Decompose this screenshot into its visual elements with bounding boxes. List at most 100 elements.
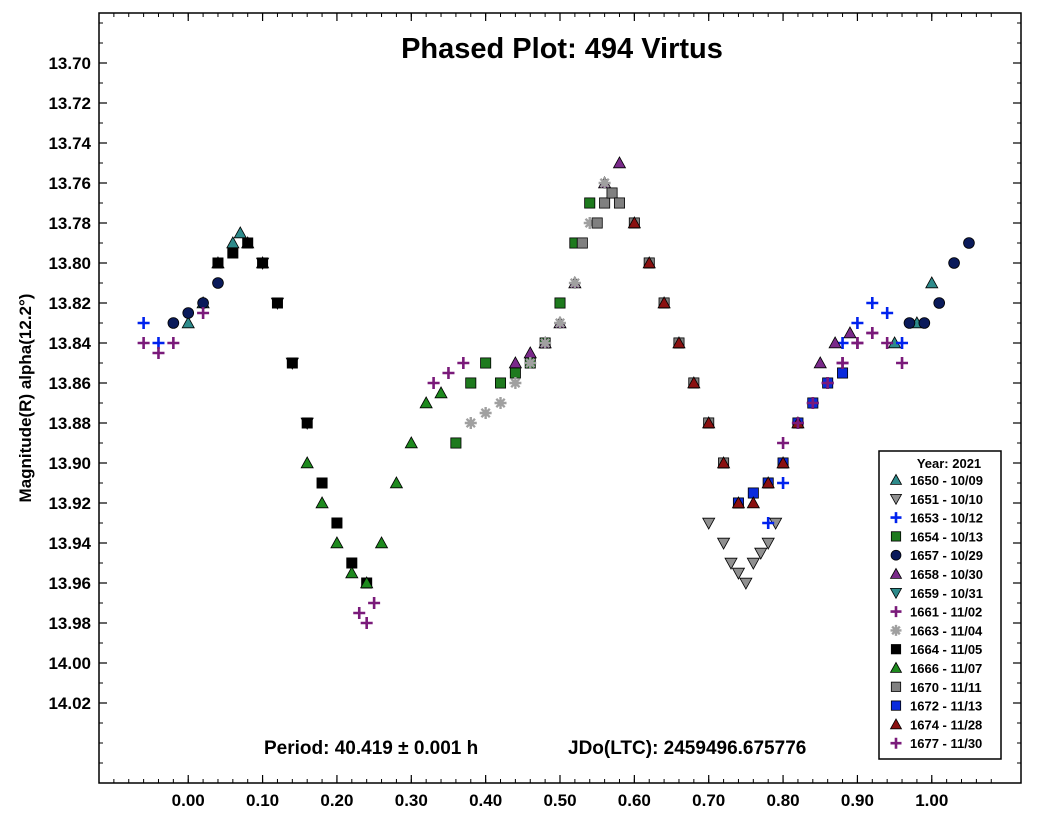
- data-point: [300, 456, 314, 469]
- y-tick-label: 13.94: [48, 534, 91, 553]
- y-tick-label: 13.98: [48, 614, 91, 633]
- data-point: [866, 327, 879, 339]
- data-point: [925, 276, 939, 289]
- data-point: [761, 537, 775, 550]
- data-point: [963, 237, 975, 249]
- data-point: [554, 317, 566, 329]
- data-point: [242, 237, 254, 249]
- data-point: [866, 297, 879, 309]
- data-point: [226, 236, 240, 249]
- data-point: [881, 307, 894, 319]
- data-point: [509, 377, 522, 389]
- legend-entry: 1658 - 10/30: [910, 567, 983, 582]
- data-point: [257, 257, 269, 269]
- data-point: [821, 377, 834, 389]
- x-tick-label: 1.00: [915, 791, 948, 810]
- series-10: [300, 386, 448, 589]
- x-tick-label: 0.50: [543, 791, 576, 810]
- y-tick-label: 13.96: [48, 574, 91, 593]
- legend-entry: 1666 - 11/07: [910, 661, 982, 676]
- data-point: [613, 197, 625, 209]
- series-4: [167, 237, 975, 329]
- y-tick-label: 13.92: [48, 494, 91, 513]
- y-tick-label: 13.74: [48, 134, 91, 153]
- data-point: [724, 557, 738, 570]
- data-point: [227, 247, 239, 259]
- data-point: [419, 396, 433, 409]
- data-point: [584, 197, 596, 209]
- y-tick-label: 13.86: [48, 374, 91, 393]
- data-point: [606, 187, 618, 199]
- data-point: [480, 357, 492, 369]
- data-point: [896, 357, 909, 369]
- data-point: [837, 367, 849, 379]
- y-tick-label: 14.00: [48, 654, 91, 673]
- data-point: [918, 317, 931, 329]
- y-tick-label: 13.80: [48, 254, 91, 273]
- data-point: [301, 417, 313, 429]
- data-point: [761, 476, 775, 489]
- data-point: [813, 356, 827, 369]
- y-tick-label: 13.78: [48, 214, 91, 233]
- data-point: [903, 317, 916, 329]
- series-6: [255, 257, 314, 430]
- data-point: [286, 357, 298, 369]
- data-point: [233, 226, 247, 239]
- data-point: [404, 436, 418, 449]
- legend-marker: [890, 700, 902, 711]
- legend-marker: [889, 473, 903, 485]
- legend-entry: 1663 - 11/04: [910, 623, 983, 638]
- data-point: [881, 337, 894, 349]
- y-tick-label: 13.82: [48, 294, 91, 313]
- y-tick-label: 14.02: [48, 694, 91, 713]
- y-axis-label: Magnitude(R) alpha(12.2°): [16, 294, 35, 503]
- legend-marker: [890, 512, 902, 524]
- data-point: [591, 217, 603, 229]
- data-point: [167, 317, 180, 329]
- data-point: [212, 277, 224, 289]
- y-tick-label: 13.84: [48, 334, 91, 353]
- series-2: [137, 297, 909, 529]
- data-point: [509, 367, 521, 379]
- data-point: [627, 216, 642, 229]
- x-tick-label: 0.70: [692, 791, 725, 810]
- data-point: [702, 517, 716, 530]
- legend-entry: 1651 - 10/10: [910, 492, 983, 507]
- data-point: [374, 536, 389, 549]
- data-point: [368, 597, 381, 609]
- legend-entry: 1659 - 10/31: [910, 586, 983, 601]
- data-point: [330, 536, 344, 549]
- data-point: [568, 277, 581, 289]
- data-point: [806, 397, 819, 409]
- legend-marker: [890, 531, 902, 542]
- data-point: [197, 297, 209, 309]
- series-7: [137, 307, 909, 629]
- legend-marker: [890, 644, 902, 655]
- data-point: [836, 357, 849, 369]
- data-point: [598, 177, 611, 189]
- x-tick-label: 0.40: [469, 791, 502, 810]
- series-3: [450, 197, 596, 449]
- data-point: [212, 257, 224, 269]
- x-axis: 0.00 0.10 0.20 0.30 0.40 0.50 0.60 0.70 0.80 0.90…: [113, 13, 992, 810]
- data-point: [731, 496, 746, 509]
- legend-entry: 1674 - 11/28: [910, 717, 982, 732]
- x-tick-label: 0.30: [395, 791, 428, 810]
- data-point: [465, 377, 477, 389]
- data-point: [197, 307, 210, 319]
- series-5: [508, 156, 857, 369]
- data-point: [933, 297, 946, 309]
- data-point: [137, 317, 150, 329]
- legend-marker: [889, 493, 903, 506]
- data-point: [508, 356, 523, 369]
- y-tick-label: 13.72: [48, 94, 91, 113]
- y-tick-label: 13.90: [48, 454, 91, 473]
- legend-marker: [890, 549, 902, 561]
- data-point: [642, 256, 656, 269]
- data-point: [687, 376, 701, 389]
- data-point: [554, 297, 566, 309]
- data-point: [152, 347, 165, 359]
- legend-entry: 1672 - 11/13: [910, 699, 982, 714]
- data-point: [776, 456, 790, 469]
